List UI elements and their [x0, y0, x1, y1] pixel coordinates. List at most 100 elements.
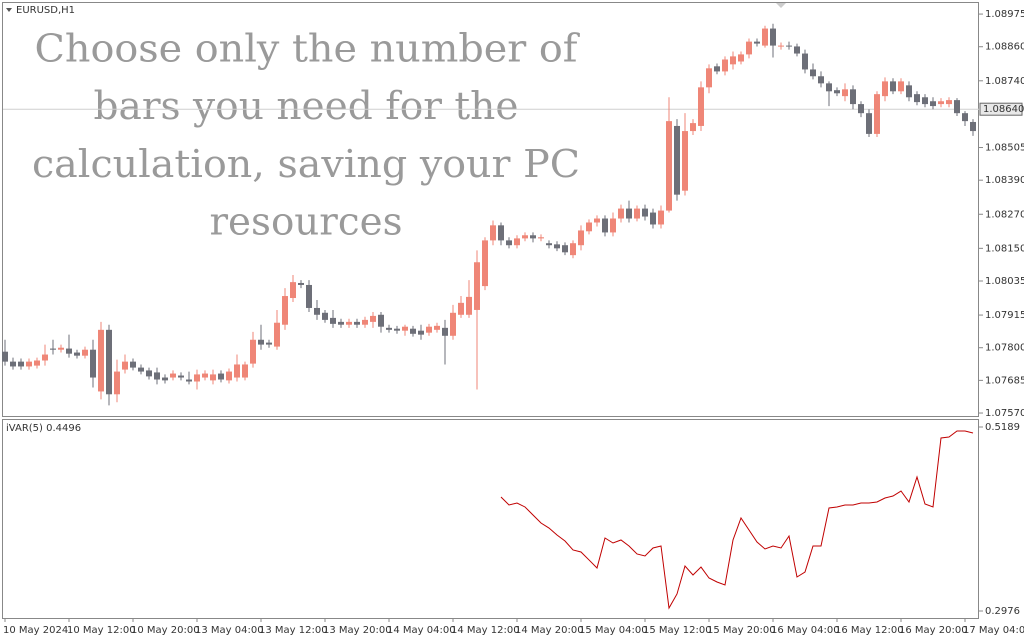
y-tick-label: 0.5189: [985, 422, 1020, 433]
candle-body: [242, 364, 248, 378]
candle-body: [146, 370, 152, 377]
candle-body: [946, 100, 952, 105]
y-tick-label: 1.07685: [985, 375, 1024, 386]
candle-body: [706, 68, 712, 88]
candle-body: [282, 296, 288, 325]
candle-body: [578, 230, 584, 246]
x-tick-label: 17 May 04:00: [963, 625, 1024, 636]
candle-body: [322, 312, 328, 320]
x-tick-label: 13 May 20:00: [323, 625, 392, 636]
x-tick-label: 15 May 12:00: [643, 625, 712, 636]
candle-body: [826, 83, 832, 92]
candle-body: [314, 307, 320, 315]
y-tick-label: 1.08035: [985, 276, 1024, 287]
candle-body: [50, 348, 56, 350]
annotation-line: bars you need for the: [94, 84, 519, 128]
candle-body: [610, 218, 616, 233]
candle-body: [178, 375, 184, 378]
candle-body: [634, 208, 640, 219]
main-pane: [2, 2, 979, 417]
candle-body: [522, 235, 528, 239]
candle-body: [122, 361, 128, 370]
shift-marker: [776, 3, 786, 8]
menu-arrow: [6, 8, 12, 12]
symbol-label: EURUSD,H1: [16, 5, 75, 16]
candle-body: [674, 125, 680, 195]
candle-body: [2, 351, 8, 362]
candle-body: [266, 342, 272, 345]
candle-body: [42, 354, 48, 361]
x-tick-label: 13 May 04:00: [195, 625, 264, 636]
x-tick-label: 14 May 04:00: [387, 625, 456, 636]
candle-body: [154, 372, 160, 380]
candle-body: [58, 347, 64, 350]
candle-body: [426, 326, 432, 333]
candle-body: [770, 28, 776, 46]
candle-body: [842, 89, 848, 97]
candle-body: [506, 240, 512, 246]
y-tick-label: 1.08505: [985, 143, 1024, 154]
candle-body: [546, 243, 552, 246]
candle-body: [106, 329, 112, 395]
candle-body: [530, 235, 536, 239]
candle-body: [354, 321, 360, 325]
price-marker: [979, 102, 1023, 116]
y-tick-label: 1.08390: [985, 175, 1024, 186]
candle-body: [370, 315, 376, 322]
candle-body: [810, 69, 816, 77]
candle-body: [442, 327, 448, 336]
candle-body: [290, 282, 296, 299]
candle-body: [858, 104, 864, 114]
candle-body: [594, 218, 600, 223]
candle-body: [490, 225, 496, 241]
candle-body: [938, 101, 944, 105]
candle-body: [378, 314, 384, 327]
y-tick-label: 1.08740: [985, 76, 1024, 87]
x-tick-label: 10 May 2024: [3, 625, 68, 636]
candle-body: [402, 326, 408, 331]
x-tick-label: 10 May 12:00: [67, 625, 136, 636]
candle-body: [834, 90, 840, 94]
indicator-title: iVAR(5) 0.4496: [6, 423, 81, 434]
candle-body: [210, 374, 216, 381]
annotation-line: Choose only the number of: [35, 27, 581, 71]
price-marker-label: 1.08640: [983, 104, 1024, 115]
candle-body: [922, 97, 928, 105]
candle-body: [258, 339, 264, 345]
candle-body: [538, 237, 544, 239]
candle-body: [890, 81, 896, 92]
candle-body: [186, 379, 192, 382]
x-tick-label: 15 May 04:00: [579, 625, 648, 636]
candle-body: [234, 364, 240, 378]
candle-body: [898, 81, 904, 92]
y-tick-label: 1.08975: [985, 9, 1024, 20]
candle-body: [778, 45, 784, 47]
candle-body: [250, 339, 256, 364]
candle-body: [98, 329, 104, 392]
candle-body: [618, 208, 624, 219]
candle-body: [450, 312, 456, 336]
candle-body: [498, 225, 504, 241]
candle-body: [298, 282, 304, 285]
annotation-line: resources: [210, 200, 403, 244]
candle-body: [434, 325, 440, 330]
candle-body: [802, 53, 808, 70]
candle-body: [74, 352, 80, 356]
candle-body: [714, 66, 720, 72]
candle-body: [730, 56, 736, 65]
y-tick-label: 1.08860: [985, 42, 1024, 53]
candle-body: [330, 317, 336, 324]
candle-body: [418, 330, 424, 335]
candle-body: [794, 46, 800, 54]
candle-body: [138, 367, 144, 372]
y-tick-label: 1.08270: [985, 209, 1024, 220]
y-tick-label: 1.07570: [985, 408, 1024, 419]
candle-body: [722, 59, 728, 72]
candle-body: [306, 284, 312, 308]
candle-body: [738, 54, 744, 62]
x-tick-label: 16 May 20:00: [899, 625, 968, 636]
candle-body: [514, 238, 520, 246]
candle-body: [690, 123, 696, 132]
candle-body: [562, 245, 568, 253]
